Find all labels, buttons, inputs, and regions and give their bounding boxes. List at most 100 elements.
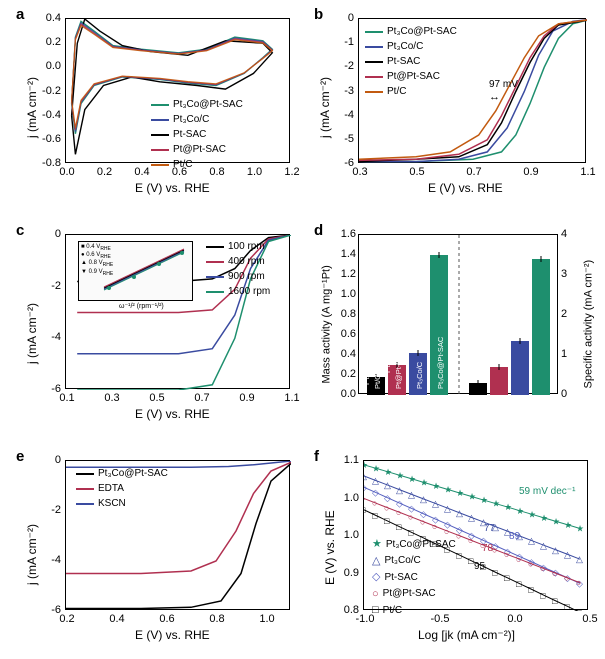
svg-text:Pt₃Co@Pt-SAC: Pt₃Co@Pt-SAC [404,235,413,275]
panel-e-xlabel: E (V) vs. RHE [135,628,210,642]
panel-e-plot: Pt₃Co@Pt-SACEDTAKSCN [65,460,290,610]
svg-text:○: ○ [540,564,545,574]
svg-text:○: ○ [384,503,389,513]
svg-text:★: ★ [564,520,572,530]
panel-b-legend: Pt₃Co@Pt-SACPt₃Co/CPt-SACPt@Pt-SACPt/C [365,24,457,99]
panel-f-slope-78: 78 [482,543,493,554]
svg-text:□: □ [528,585,534,595]
panel-f-slope-89: 89 [509,531,520,542]
panel-a: a Pt₃Co@Pt-SACPt₃Co/CPt-SACPt@Pt-SACPt/C… [10,6,300,201]
svg-text:△: △ [432,499,439,509]
svg-text:△: △ [396,485,403,495]
panel-d: d Pt/CPt@Pt-SACPt₃Co/CPt₃Co@Pt-SACPt/CPt… [308,222,598,427]
svg-text:○: ○ [516,554,521,564]
svg-text:○: ○ [444,526,449,536]
panel-a-label: a [16,6,24,23]
svg-text:○: ○ [552,568,557,578]
svg-text:Pt₃Co/C: Pt₃Co/C [415,361,424,389]
panel-b: b Pt₃Co@Pt-SACPt₃Co/CPt-SACPt@Pt-SACPt/C… [308,6,598,201]
svg-text:Pt@Pt-SAC: Pt@Pt-SAC [394,349,403,389]
svg-text:○: ○ [528,559,533,569]
svg-text:★: ★ [456,488,464,498]
svg-text:□: □ [552,596,558,606]
svg-text:○: ○ [396,508,401,518]
panel-e-ylabel: j (mA cm⁻²) [25,485,39,585]
svg-text:Pt/C: Pt/C [373,374,382,389]
svg-text:○: ○ [408,512,413,522]
panel-f: f ★★★★★★★★★★★★★★★★★★★△△△△△△△△△△△△△△△△△△△… [308,448,598,648]
svg-text:Pt₃Co@Pt-SAC: Pt₃Co@Pt-SAC [436,336,445,389]
svg-text:★: ★ [528,509,536,519]
panel-c: c ■ 0.4 VRHE● 0.6 VRHE▲ 0.8 VRHE▼ 0.9 VR… [10,222,300,427]
panel-b-anno: 97 mV [489,79,518,90]
panel-d-ylabel2: Specific activity (mA cm⁻²) [582,239,595,389]
svg-text:△: △ [408,489,415,499]
panel-b-plot: Pt₃Co@Pt-SACPt₃Co/CPt-SACPt@Pt-SACPt/C 9… [358,18,586,163]
panel-b-label: b [314,6,323,23]
svg-text:△: △ [576,554,583,564]
svg-text:★: ★ [552,516,560,526]
panel-d-label: d [314,222,323,239]
svg-text:○: ○ [468,536,473,546]
svg-text:◇: ◇ [384,493,391,503]
svg-text:△: △ [444,503,451,513]
panel-b-xlabel: E (V) vs. RHE [428,181,503,195]
svg-text:□: □ [372,510,378,520]
svg-text:○: ○ [432,522,437,532]
svg-text:□: □ [364,505,366,515]
svg-text:□: □ [396,522,402,532]
svg-text:△: △ [540,540,547,550]
panel-c-plot: ■ 0.4 VRHE● 0.6 VRHE▲ 0.8 VRHE▼ 0.9 VRHE… [65,234,290,389]
panel-e-legend: Pt₃Co@Pt-SACEDTAKSCN [76,466,168,511]
svg-text:□: □ [504,573,510,583]
svg-text:△: △ [372,476,379,486]
panel-b-arrow: ↔ [489,91,500,103]
svg-text:□: □ [456,550,462,560]
svg-text:★: ★ [516,506,524,516]
panel-c-legend: 100 rpm400 rpm900 rpm1600 rpm [206,239,270,299]
panel-f-legend: ★Pt₃Co@Pt-SAC△Pt₃Co/C◇Pt-SAC○Pt@Pt-SAC□P… [372,536,456,619]
svg-text:△: △ [384,480,391,490]
panel-c-label: c [16,222,24,239]
inset-xlabel: ω⁻¹/² (rpm⁻¹/²) [119,302,164,310]
svg-text:○: ○ [372,498,377,508]
svg-text:★: ★ [480,495,488,505]
panel-d-svg: Pt/CPt@Pt-SACPt₃Co/CPt₃Co@Pt-SACPt/CPt@P… [359,235,559,395]
svg-text:★: ★ [420,477,428,487]
svg-text:△: △ [456,508,463,518]
svg-text:□: □ [516,579,522,589]
panel-e-label: e [16,448,24,465]
svg-text:★: ★ [492,499,500,509]
svg-text:△: △ [528,536,535,546]
svg-text:○: ○ [456,531,461,541]
panel-a-legend: Pt₃Co@Pt-SACPt₃Co/CPt-SACPt@Pt-SACPt/C [151,97,243,172]
svg-text:□: □ [540,590,546,600]
svg-text:○: ○ [420,517,425,527]
svg-text:△: △ [420,494,427,504]
panel-e: e Pt₃Co@Pt-SACEDTAKSCN j (mA cm⁻²) E (V)… [10,448,300,648]
svg-text:○: ○ [564,573,569,583]
inset-legend: ■ 0.4 VRHE● 0.6 VRHE▲ 0.8 VRHE▼ 0.9 VRHE [81,244,113,277]
svg-text:□: □ [492,567,498,577]
svg-text:○: ○ [576,578,581,588]
svg-text:★: ★ [540,513,548,523]
svg-text:△: △ [468,513,475,523]
panel-f-plot: ★★★★★★★★★★★★★★★★★★★△△△△△△△△△△△△△△△△△△△◇◇… [363,460,588,610]
panel-f-slope-77: 77 [484,523,495,534]
panel-a-plot: Pt₃Co@Pt-SACPt₃Co/CPt-SACPt@Pt-SACPt/C [65,18,290,163]
svg-text:Pt@Pt-SAC: Pt@Pt-SAC [362,342,371,385]
svg-text:◇: ◇ [372,488,379,498]
svg-text:○: ○ [504,550,509,560]
svg-text:★: ★ [576,523,584,533]
svg-text:★: ★ [364,461,368,470]
panel-c-inset: ■ 0.4 VRHE● 0.6 VRHE▲ 0.8 VRHE▼ 0.9 VRHE… [78,241,193,301]
panel-d-ylabel: Mass activity (A mg⁻¹Pt) [320,244,333,384]
svg-text:□: □ [384,516,390,526]
svg-text:○: ○ [364,494,365,504]
panel-f-slope-95: 95 [474,561,485,572]
panel-a-xlabel: E (V) vs. RHE [135,181,210,195]
svg-text:△: △ [564,550,571,560]
panel-f-label: f [314,448,319,465]
svg-text:★: ★ [468,492,476,502]
svg-text:★: ★ [372,463,380,473]
